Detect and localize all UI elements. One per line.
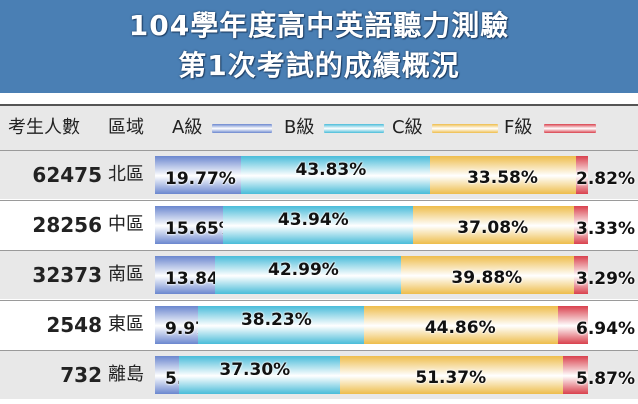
data-label-f: 6.94% <box>576 319 635 339</box>
bar-segment-a <box>155 206 223 244</box>
data-label-f: 3.33% <box>576 219 635 239</box>
bar-segment-b <box>214 256 402 294</box>
data-label-c: 39.88% <box>451 268 523 288</box>
row-label-cell: 28256 中區 <box>0 201 153 249</box>
table-row: 2548 東區 9.97% 38.23% 44.86% 6.94% <box>0 300 638 349</box>
bar-segment-c <box>413 206 574 244</box>
bar-segment-a <box>155 256 215 294</box>
region-label: 中區 <box>108 214 144 235</box>
data-label-b: 42.99% <box>268 260 339 280</box>
legend-swatch-c <box>432 124 498 133</box>
bar-segment-b <box>222 206 413 244</box>
bar-segment-b <box>198 306 364 344</box>
title-banner: 104學年度高中英語聽力測驗 第1次考試的成績概況 <box>0 0 638 93</box>
legend-label-a: A級 <box>172 117 203 138</box>
table-row: 28256 中區 15.65% 43.94% 37.08% 3.33% <box>0 200 638 249</box>
count-value: 32373 <box>32 263 102 287</box>
table-row: 32373 南區 13.84% 42.99% 39.88% 3.29% <box>0 250 638 299</box>
stacked-bar: 9.97% 38.23% 44.86% 6.94% <box>155 306 635 344</box>
stacked-bar: 19.77% 43.83% 33.58% 2.82% <box>155 156 635 194</box>
data-label-f: 3.29% <box>576 269 635 289</box>
bar-segment-c <box>401 256 574 294</box>
bar-segment-c <box>340 356 563 394</box>
data-label-c: 37.08% <box>457 218 529 238</box>
data-label-b: 37.30% <box>219 360 291 380</box>
chart-title: 104學年度高中英語聽力測驗 <box>128 9 510 42</box>
data-label-c: 33.58% <box>467 168 538 188</box>
bar-segment-f <box>575 156 588 194</box>
legend-label-f: F級 <box>504 117 533 138</box>
bar-segment-c <box>430 156 576 194</box>
bar-segment-b <box>240 156 431 194</box>
count-value: 2548 <box>46 313 102 337</box>
header-count: 考生人數 <box>8 117 80 138</box>
data-label-b: 43.83% <box>295 160 367 180</box>
data-label-c: 51.37% <box>415 368 487 388</box>
legend-swatch-a <box>212 124 272 133</box>
count-value: 28256 <box>32 213 102 237</box>
count-value: 62475 <box>32 163 102 187</box>
data-label-a: 15.65% <box>165 219 236 239</box>
table-row: 732離島5.46%37.30%51.37%5.87% <box>0 350 638 399</box>
bar-segment-f <box>562 356 588 394</box>
row-label-cell: 32373 南區 <box>0 251 153 299</box>
row-label-cell: 732 離島 <box>0 351 153 399</box>
region-label: 南區 <box>108 264 144 285</box>
bar-segment-c <box>363 306 558 344</box>
row-label-cell: 2548 東區 <box>0 301 153 349</box>
table-row: 62475 北區 19.77% 43.83% 33.58% 2.82% <box>0 150 638 199</box>
header-region: 區域 <box>108 117 144 138</box>
region-label: 東區 <box>108 314 144 335</box>
bar-segment-f <box>557 306 588 344</box>
data-label-a: 19.77% <box>165 169 236 189</box>
legend-label-c: C級 <box>392 117 423 138</box>
data-label-b: 43.94% <box>277 210 349 230</box>
bar-segment-f <box>573 206 588 244</box>
chart-subtitle: 第1次考試的成績概況 <box>178 49 460 82</box>
legend-swatch-b <box>324 124 384 133</box>
stacked-bar: 15.65% 43.94% 37.08% 3.33% <box>155 206 635 244</box>
data-label-f: 2.82% <box>576 169 635 189</box>
bar-segment-b <box>178 356 341 394</box>
stacked-bar: 5.46%37.30%51.37%5.87% <box>155 356 635 394</box>
table-header: 考生人數 區域 A級 B級 C級 F級 <box>0 104 638 150</box>
region-label: 北區 <box>108 164 144 185</box>
data-label-c: 44.86% <box>424 318 496 338</box>
data-label-f: 5.87% <box>576 369 635 389</box>
stacked-bar: 13.84% 42.99% 39.88% 3.29% <box>155 256 635 294</box>
bar-segment-a <box>155 156 241 194</box>
row-label-cell: 62475 北區 <box>0 151 153 199</box>
bar-segment-a <box>155 306 199 344</box>
legend-label-b: B級 <box>284 117 315 138</box>
region-label: 離島 <box>108 364 144 385</box>
bar-segment-f <box>573 256 588 294</box>
legend-swatch-f <box>544 124 596 133</box>
count-value: 732 <box>60 363 102 387</box>
data-label-b: 38.23% <box>240 310 312 330</box>
bar-segment-a <box>155 356 179 394</box>
